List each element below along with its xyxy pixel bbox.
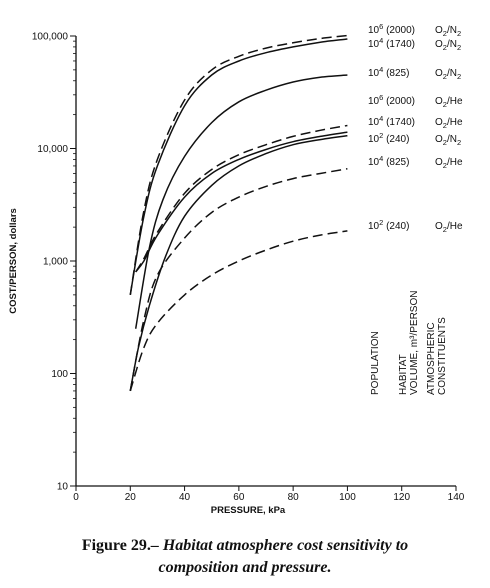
figure-number: Figure 29. <box>81 537 151 554</box>
series-line-7 <box>129 168 348 392</box>
series-line-4 <box>135 124 348 273</box>
series-label-8: 102 (240) O2/He <box>368 218 463 234</box>
column-labels: POPULATION HABITAT VOLUME, m³/PERSON ATMOSP… <box>370 291 448 395</box>
x-tick-label: 80 <box>288 492 300 503</box>
column-label-3-2: CONSTITUENTS <box>437 317 448 395</box>
series-label-5: 104 (1740) O2/He <box>368 114 463 130</box>
series-line-6 <box>129 134 348 392</box>
x-tick-label: 140 <box>448 492 465 503</box>
x-tick-label: 20 <box>125 492 137 503</box>
column-label-1-1: POPULATION <box>370 331 381 395</box>
x-tick-label: 40 <box>179 492 191 503</box>
x-tick-label: 100 <box>339 492 356 503</box>
y-axis-title: COST/PERSON, dollars <box>8 208 19 314</box>
column-label-2-1: HABITAT <box>398 354 409 395</box>
x-axis-title: PRESSURE, kPa <box>211 505 286 516</box>
series-label-4: 106 (2000) O2/He <box>368 93 463 109</box>
series-line-3 <box>134 74 348 329</box>
y-tick-label: 100 <box>51 369 68 380</box>
series-label-3: 104 (825) O2/N2 <box>368 65 461 81</box>
series-line-5 <box>135 131 348 273</box>
series-label-7: 104 (825) O2/He <box>368 154 463 170</box>
series-label-6: 102 (240) O2/N2 <box>368 131 461 147</box>
caption-text-1: Habitat atmosphere cost sensitivity to <box>162 537 409 554</box>
figure-caption-line-2: composition and pressure. <box>0 559 490 577</box>
y-tick-label: 100,000 <box>32 32 69 43</box>
x-tick-label: 120 <box>393 492 410 503</box>
x-tick-label: 0 <box>73 492 79 503</box>
caption-text-2: composition and pressure. <box>158 559 332 576</box>
y-tick-label: 10,000 <box>37 144 68 155</box>
y-tick-label: 1,000 <box>43 257 68 268</box>
caption-dash: – <box>150 537 159 554</box>
series-label-1: 106 (2000) O2/N2 <box>368 22 461 38</box>
column-label-3-1: ATMOSPHERIC <box>426 322 437 395</box>
x-tick-label: 60 <box>233 492 245 503</box>
figure-caption-line-1: Figure 29.– Habitat atmosphere cost sens… <box>0 537 490 555</box>
cost-pressure-chart: 0 20 40 60 80 100 120 140 10 100 1,000 10,000 100,00… <box>8 22 465 517</box>
axes: 0 20 40 60 80 100 120 140 10 100 1,000 10,000 100,00… <box>8 32 465 517</box>
series-line-2 <box>129 38 348 296</box>
series-lines <box>129 34 348 392</box>
y-tick-label: 10 <box>57 482 69 493</box>
series-label-2: 104 (1740) O2/N2 <box>368 36 461 52</box>
series-line-8 <box>129 230 348 392</box>
column-label-2-2: VOLUME, m³/PERSON <box>409 291 420 395</box>
